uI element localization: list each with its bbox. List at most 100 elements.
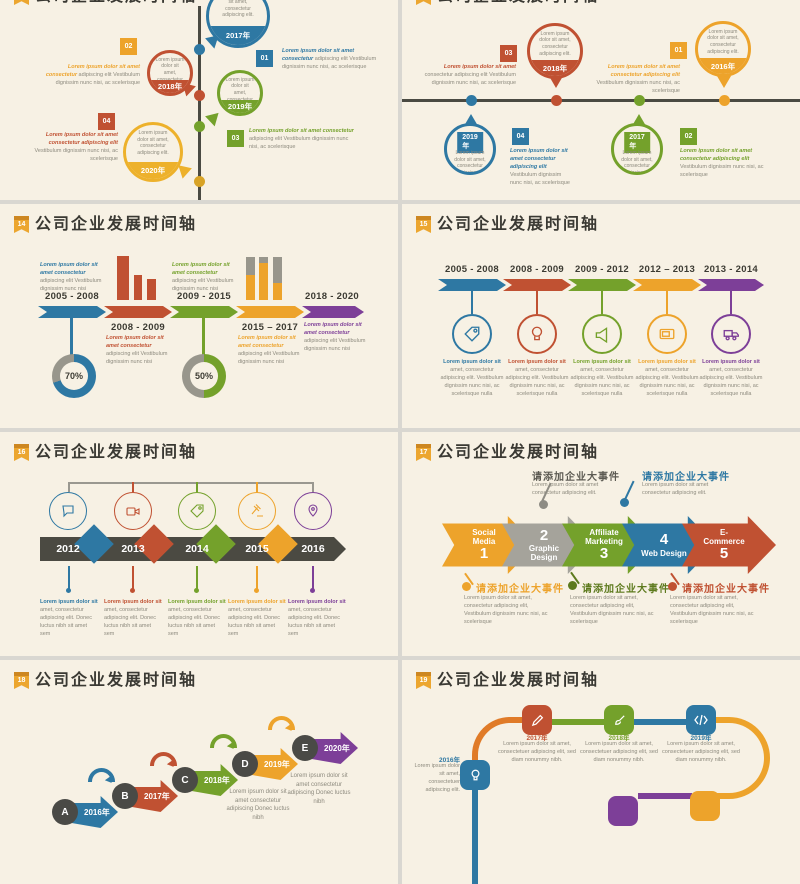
lead-text: Lorem ipsum dolor sit [40, 599, 98, 605]
number-badge: 02 [680, 128, 697, 145]
drop-dot [310, 588, 315, 593]
item-paragraph: Lorem ipsum dolor sit amet, consectetur … [697, 359, 765, 399]
lead-text: Lorem ipsum dolor sit amet consectetur a… [680, 148, 753, 162]
bubble-text: Lorem ipsum dolor sit amet, consectetur … [222, 0, 254, 19]
page-title: 公司企业发展时间轴 [35, 672, 198, 689]
body-text: Vestibulum dignissim nunc nisi, ac scele… [680, 163, 764, 178]
callout-title: 请添加企业大事件 [682, 584, 770, 595]
number-badge: 04 [512, 128, 529, 145]
item-paragraph: Lorem ipsum dolor sit amet, consectetur … [633, 359, 701, 399]
year-label: 2017年 [624, 132, 650, 153]
speech-bubble-2018: Lorem ipsum dolor sit amet, consectetur … [147, 50, 193, 96]
callout-dot [462, 582, 471, 591]
year-label: 2018年 [150, 80, 190, 93]
slide-thumbnail-3[interactable]: 14 公司企业发展时间轴 2005 - 2008 2008 - 2009 200… [0, 204, 398, 428]
connector-line [730, 291, 732, 314]
chat-icon [49, 492, 87, 530]
body-text: adipiscing elit Vestibulum dignissim nun… [238, 350, 300, 365]
item-paragraph: Lorem ipsum dolor sit amet consectetur a… [588, 64, 680, 96]
timeline-axis [402, 99, 800, 102]
lead-text: Lorem ipsum dolor sit [638, 359, 696, 365]
timeline-dot [466, 95, 477, 106]
date-range: 2005 - 2008 [444, 264, 499, 275]
slide-thumbnail-8[interactable]: 19 公司企业发展时间轴 2016年 Lorem ipsum dolor sit… [402, 660, 800, 884]
slide-thumbnail-1[interactable]: 12 公司企业发展时间轴 Lorem ipsum dolor sit amet,… [0, 0, 398, 200]
lead-text: Lorem ipsum dolor sit amet [443, 64, 516, 70]
slide-number: 17 [419, 449, 428, 456]
year-label: 2020年 [324, 743, 350, 753]
lead-text: Lorem ipsum dolor sit amet consectetur [249, 128, 354, 134]
lead-text: Lorem ipsum dolor sit [573, 359, 631, 365]
chevron-arrow [104, 306, 172, 318]
tag-icon [178, 492, 216, 530]
slide-number: 18 [17, 677, 26, 684]
lead-text: Lorem ipsum dolor sit [228, 599, 286, 605]
page-title: 公司企业发展时间轴 [437, 0, 599, 5]
slide-thumbnail-7[interactable]: 18 公司企业发展时间轴 2020年 E 2019年 D 2018年 C 201… [0, 660, 398, 884]
slide-thumbnail-4[interactable]: 15 公司企业发展时间轴 2005 - 2008 2008 - 2009 200… [402, 204, 800, 428]
body-text: adipiscing elit Vestibulum dignissim nun… [106, 350, 168, 365]
lead-text: Lorem ipsum dolor sit amet consectetur [40, 262, 98, 276]
timeline-axis [198, 6, 201, 200]
year-label: 2017年 [144, 791, 170, 801]
timeline-dot [719, 95, 730, 106]
slide-title-bar: 12 公司企业发展时间轴 [14, 0, 197, 5]
lead-text: Lorem ipsum dolor sit [288, 599, 346, 605]
item-paragraph: Lorem ipsum dolor sit amet, consectetuer… [414, 763, 460, 793]
body-text: amet, consectetur adipiscing elit. Donec… [104, 606, 156, 637]
connector-stub [196, 482, 198, 492]
body-text: Vestibulum dignissim nunc nisi, ac scele… [596, 79, 680, 94]
body-text: adipiscing elit Vestibulum dignissim nun… [172, 277, 234, 292]
bar [134, 275, 142, 300]
slide-thumbnail-5[interactable]: 16 公司企业发展时间轴 2012 2013 2014 2015 2016 Lo… [0, 432, 398, 656]
page-title: 公司企业发展时间轴 [437, 216, 600, 233]
callout-title: 请添加企业大事件 [476, 584, 564, 595]
pencil-icon [522, 705, 552, 735]
year-label: 2018年 [204, 775, 230, 785]
year-label: 2015 [245, 543, 269, 555]
camera-icon [114, 492, 152, 530]
chevron-arrow [568, 279, 636, 291]
year-label: 2016年 [439, 757, 460, 764]
date-range: 2008 - 2009 [110, 322, 165, 333]
calendar-icon: 15 [416, 216, 431, 233]
route-node [608, 796, 638, 826]
slide-thumbnail-6[interactable]: 17 公司企业发展时间轴 Social Media 1 2 Graphic De… [402, 432, 800, 656]
body-text: amet, consectetur adipiscing elit. Vesti… [440, 366, 504, 397]
year-label: 2018年 [530, 60, 580, 76]
body-text: adipiscing elit Vestibulum dignissim nun… [249, 135, 349, 150]
chevron-arrow [503, 279, 571, 291]
slide-thumbnail-2[interactable]: 13 公司企业发展时间轴 Lorem ipsum dolor sit amet,… [402, 0, 800, 200]
lead-text: Lorem ipsum dolor sit amet consectetur [238, 335, 296, 349]
date-range: 2005 - 2008 [44, 291, 99, 302]
body-text: amet, consectetur adipiscing elit. Vesti… [635, 366, 699, 397]
callout-dot [620, 498, 629, 507]
lead-text: Lorem ipsum dolor sit amet consectetur [106, 335, 164, 349]
date-range: 2018 - 2020 [304, 291, 359, 302]
connector-line [666, 291, 668, 314]
donut-value: 50% [190, 362, 218, 390]
timeline-dot [634, 95, 645, 106]
step-letter: E [292, 735, 318, 761]
connector-line [471, 291, 473, 314]
lead-text: Lorem ipsum dolor sit [168, 599, 226, 605]
chevron-arrow [633, 279, 701, 291]
speech-bubble-2019: 2019年 Lorem ipsum dolor sit amet, consec… [444, 123, 496, 175]
year-label: 2012 [56, 543, 80, 555]
bubble-text: Lorem ipsum dolor sit amet, consectetur … [137, 129, 169, 157]
lead-text: Lorem ipsum dolor sit [104, 599, 162, 605]
item-paragraph: Lorem ipsum dolor sit amet, consectetur … [168, 599, 226, 639]
callout-line [623, 480, 635, 502]
item-paragraph: Lorem ipsum dolor sit amet consectetur a… [680, 148, 772, 180]
bubble-text: Lorem ipsum dolor sit amet, consectetur … [539, 30, 571, 57]
slide-title-bar: 13 公司企业发展时间轴 [416, 0, 599, 5]
step-letter: C [172, 767, 198, 793]
connector-stub [256, 482, 258, 492]
connector-stub [312, 482, 314, 492]
lead-text: Lorem ipsum dolor sit amet consectetur a… [45, 132, 118, 146]
page-title: 公司企业发展时间轴 [437, 672, 600, 689]
date-range: 2009 - 2012 [574, 264, 629, 275]
process-arrow-5: E-Commerce 5 [682, 516, 776, 574]
calendar-icon: 14 [14, 216, 29, 233]
item-paragraph: Lorem ipsum dolor sit amet, consectetur … [568, 359, 636, 399]
